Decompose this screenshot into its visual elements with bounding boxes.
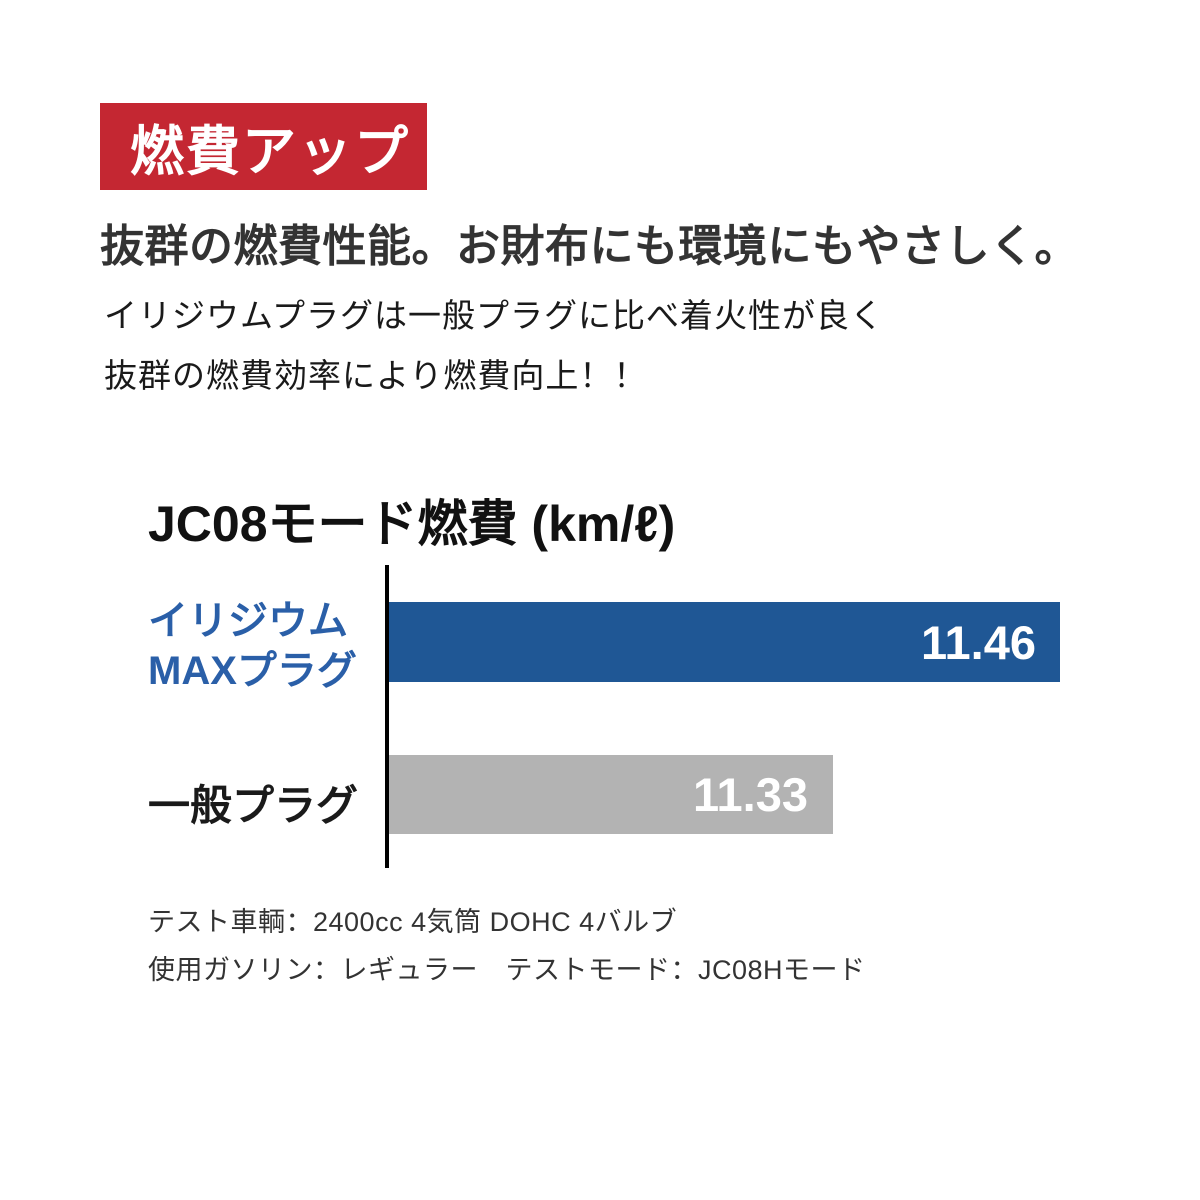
bar-value-iridium-max-plug: 11.46 [920, 615, 1036, 669]
bar-label-standard-plug: 一般プラグ [148, 772, 358, 833]
bar-label-standard-plug-line: 一般プラグ [148, 782, 359, 829]
chart-y-axis-line [385, 565, 389, 868]
footnote-gasoline-testmode: 使用ガソリン：レギュラー テストモード：JC08Hモード [148, 955, 866, 985]
footnote-test-vehicle: テスト車輌：2400cc 4気筒 DOHC 4バルブ [148, 907, 678, 937]
bar-label-iridium-max-plug: イリジウム MAXプラグ [148, 596, 357, 696]
body-text-line-2: 抜群の燃費効率により燃費向上！！ [104, 357, 648, 394]
bar-iridium-max-plug: 11.46 [389, 602, 1060, 682]
chart-title: JC08モード燃費 (km/ℓ) [148, 496, 676, 552]
body-text-line-1: イリジウムプラグは一般プラグに比べ着火性が良く [104, 297, 885, 334]
headline: 抜群の燃費性能。お財布にも環境にもやさしく。 [100, 222, 1079, 271]
bar-standard-plug: 11.33 [389, 755, 833, 834]
fuel-up-badge-label: 燃費アップ [130, 122, 410, 182]
bar-label-max-plug-line: MAXプラグ [148, 649, 357, 693]
bar-label-iridium-line: イリジウム [148, 599, 348, 643]
bar-value-standard-plug: 11.33 [692, 768, 808, 821]
fuel-up-badge: 燃費アップ [100, 103, 427, 190]
